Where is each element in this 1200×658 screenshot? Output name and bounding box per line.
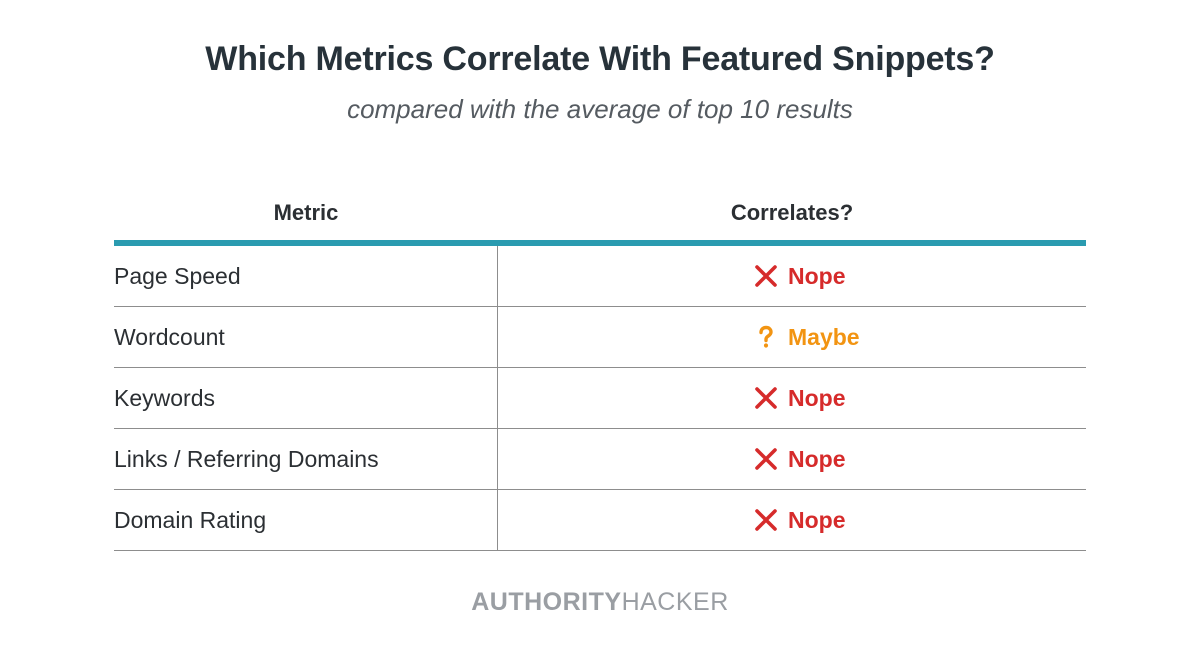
verdict-nope: Nope bbox=[754, 446, 874, 473]
column-header-metric: Metric bbox=[273, 200, 339, 225]
verdict-cell: Nope bbox=[498, 246, 1086, 306]
brand-logo: AUTHORITYHACKER bbox=[0, 588, 1200, 617]
metric-label: Keywords bbox=[114, 368, 498, 428]
verdict-nope: Nope bbox=[754, 507, 874, 534]
metric-label: Links / Referring Domains bbox=[114, 429, 498, 489]
verdict-cell: Maybe bbox=[498, 307, 1086, 367]
table-row: Wordcount Maybe bbox=[114, 307, 1086, 368]
metrics-table: Metric Correlates? Page Speed Nope Wordcou… bbox=[114, 186, 1086, 551]
table-row: Page Speed Nope bbox=[114, 246, 1086, 307]
verdict-label: Nope bbox=[788, 384, 846, 411]
metric-label: Domain Rating bbox=[114, 490, 498, 550]
table-body: Page Speed Nope Wordcount Maybe Keywords Nope… bbox=[114, 246, 1086, 551]
verdict-cell: Nope bbox=[498, 429, 1086, 489]
verdict-maybe: Maybe bbox=[754, 324, 874, 351]
table-row: Keywords Nope bbox=[114, 368, 1086, 429]
verdict-label: Maybe bbox=[788, 323, 860, 350]
table-row: Links / Referring Domains Nope bbox=[114, 429, 1086, 490]
question-mark-icon bbox=[759, 325, 773, 348]
x-mark-icon bbox=[755, 509, 777, 531]
x-mark-icon bbox=[755, 265, 777, 287]
chart-title: Which Metrics Correlate With Featured Sn… bbox=[205, 40, 995, 78]
verdict-cell: Nope bbox=[498, 368, 1086, 428]
verdict-label: Nope bbox=[788, 445, 846, 472]
brand-logo-part-hacker: HACKER bbox=[621, 588, 729, 616]
verdict-nope: Nope bbox=[754, 385, 874, 412]
x-mark-icon bbox=[755, 448, 777, 470]
table-header-row: Metric Correlates? bbox=[114, 186, 1086, 240]
verdict-cell: Nope bbox=[498, 490, 1086, 550]
table-row: Domain Rating Nope bbox=[114, 490, 1086, 551]
column-header-correlates: Correlates? bbox=[730, 200, 854, 225]
verdict-nope: Nope bbox=[754, 263, 874, 290]
metric-label: Wordcount bbox=[114, 307, 498, 367]
verdict-label: Nope bbox=[788, 262, 846, 289]
verdict-label: Nope bbox=[788, 506, 846, 533]
header-divider bbox=[114, 240, 1086, 246]
metric-label: Page Speed bbox=[114, 246, 498, 306]
chart-subtitle: compared with the average of top 10 resu… bbox=[347, 94, 853, 124]
x-mark-icon bbox=[755, 387, 777, 409]
brand-logo-part-authority: AUTHORITY bbox=[471, 588, 622, 616]
